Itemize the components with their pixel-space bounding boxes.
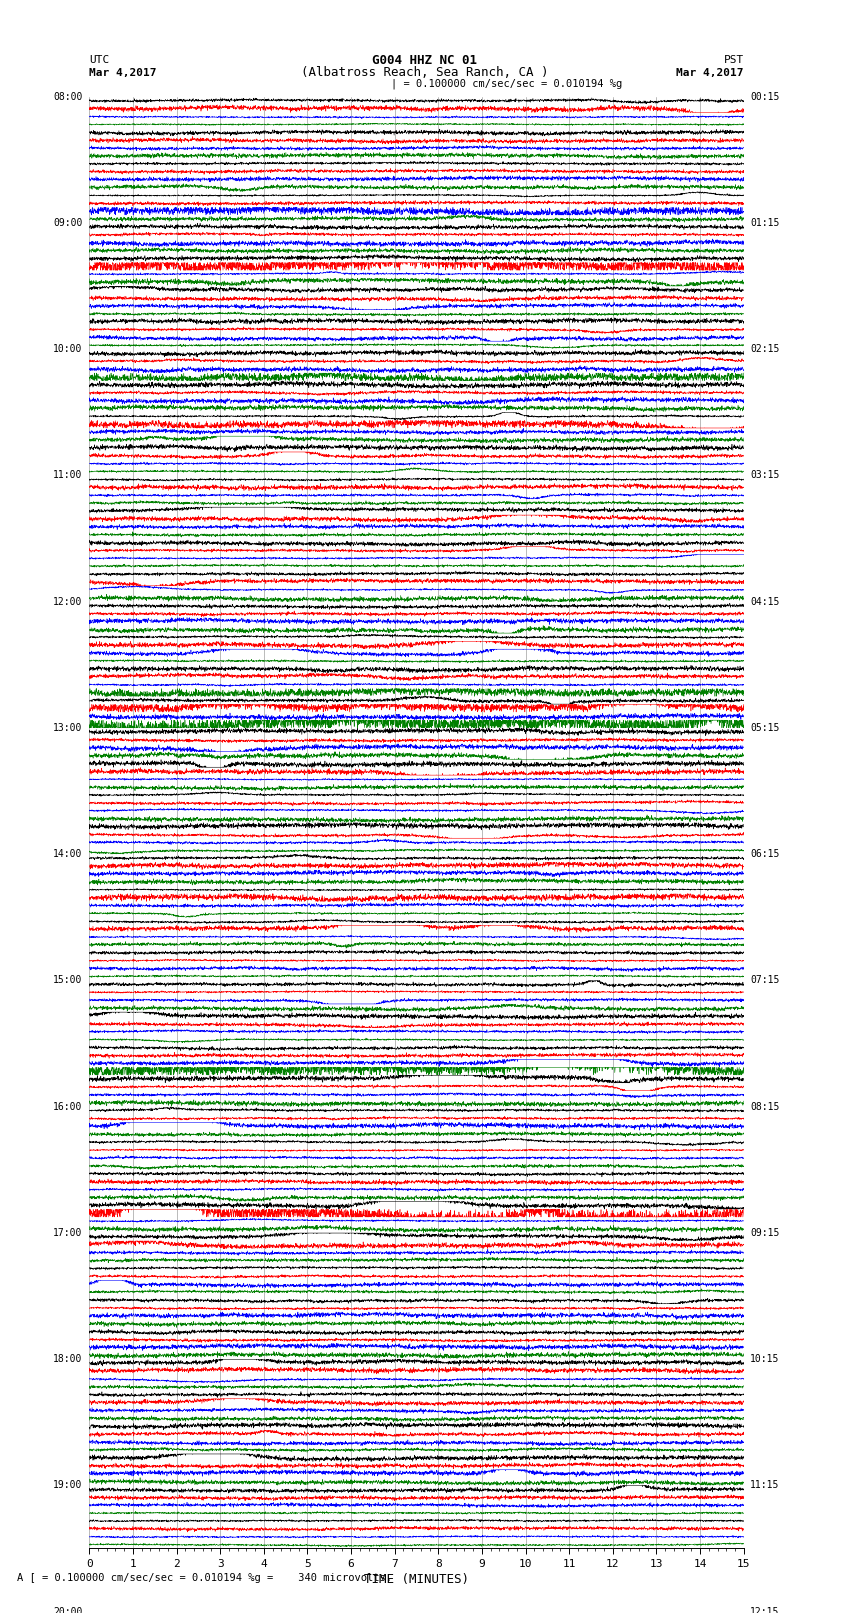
Text: 15:00: 15:00 (54, 976, 82, 986)
Text: 11:00: 11:00 (54, 471, 82, 481)
Text: 11:15: 11:15 (751, 1481, 779, 1490)
Text: 10:15: 10:15 (751, 1355, 779, 1365)
Text: 10:00: 10:00 (54, 344, 82, 355)
Text: 00:15: 00:15 (751, 92, 779, 102)
Text: 13:00: 13:00 (54, 723, 82, 732)
Text: Mar 4,2017: Mar 4,2017 (677, 68, 744, 77)
Text: 09:15: 09:15 (751, 1227, 779, 1237)
Text: Mar 4,2017: Mar 4,2017 (89, 68, 156, 77)
Text: 12:15: 12:15 (751, 1607, 779, 1613)
Text: 08:15: 08:15 (751, 1102, 779, 1111)
Text: 03:15: 03:15 (751, 471, 779, 481)
Text: | = 0.100000 cm/sec/sec = 0.010194 %g: | = 0.100000 cm/sec/sec = 0.010194 %g (391, 79, 622, 89)
Text: 18:00: 18:00 (54, 1355, 82, 1365)
X-axis label: TIME (MINUTES): TIME (MINUTES) (364, 1573, 469, 1586)
Text: 12:00: 12:00 (54, 597, 82, 606)
Text: 09:00: 09:00 (54, 218, 82, 227)
Text: G004 HHZ NC 01: G004 HHZ NC 01 (372, 53, 478, 68)
Text: PST: PST (723, 55, 744, 66)
Text: 14:00: 14:00 (54, 848, 82, 860)
Text: 17:00: 17:00 (54, 1227, 82, 1237)
Text: UTC: UTC (89, 55, 110, 66)
Text: 04:15: 04:15 (751, 597, 779, 606)
Text: 19:00: 19:00 (54, 1481, 82, 1490)
Text: A [ = 0.100000 cm/sec/sec = 0.010194 %g =    340 microvolts.: A [ = 0.100000 cm/sec/sec = 0.010194 %g … (17, 1573, 392, 1582)
Text: 02:15: 02:15 (751, 344, 779, 355)
Text: 07:15: 07:15 (751, 976, 779, 986)
Text: 05:15: 05:15 (751, 723, 779, 732)
Text: 01:15: 01:15 (751, 218, 779, 227)
Text: 16:00: 16:00 (54, 1102, 82, 1111)
Text: 08:00: 08:00 (54, 92, 82, 102)
Text: 06:15: 06:15 (751, 848, 779, 860)
Text: (Albatross Reach, Sea Ranch, CA ): (Albatross Reach, Sea Ranch, CA ) (301, 66, 549, 79)
Text: 20:00: 20:00 (54, 1607, 82, 1613)
